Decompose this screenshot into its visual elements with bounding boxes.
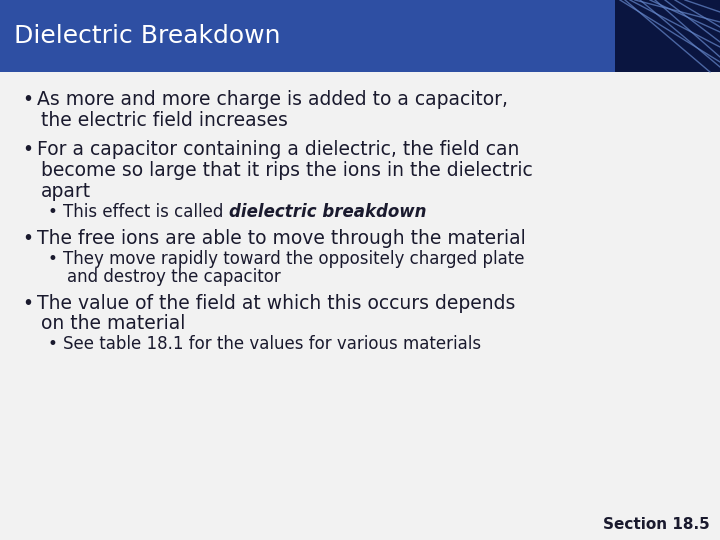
- Text: apart: apart: [41, 181, 91, 201]
- Text: •: •: [22, 294, 33, 313]
- Text: For a capacitor containing a dielectric, the field can: For a capacitor containing a dielectric,…: [37, 140, 519, 159]
- FancyBboxPatch shape: [0, 0, 720, 72]
- Text: Dielectric Breakdown: Dielectric Breakdown: [14, 24, 281, 48]
- Text: They move rapidly toward the oppositely charged plate: They move rapidly toward the oppositely …: [63, 249, 524, 267]
- Text: and destroy the capacitor: and destroy the capacitor: [67, 267, 281, 286]
- Text: See table 18.1 for the values for various materials: See table 18.1 for the values for variou…: [63, 335, 481, 353]
- Text: •: •: [22, 228, 33, 248]
- Text: The value of the field at which this occurs depends: The value of the field at which this occ…: [37, 294, 516, 313]
- Text: become so large that it rips the ions in the dielectric: become so large that it rips the ions in…: [41, 161, 533, 180]
- Text: This effect is called: This effect is called: [63, 202, 229, 221]
- Text: •: •: [48, 335, 58, 353]
- Text: dielectric breakdown: dielectric breakdown: [229, 202, 426, 221]
- Text: on the material: on the material: [41, 314, 185, 334]
- Text: Section 18.5: Section 18.5: [603, 517, 710, 532]
- Text: The free ions are able to move through the material: The free ions are able to move through t…: [37, 228, 526, 248]
- Text: •: •: [22, 140, 33, 159]
- Text: •: •: [48, 202, 58, 221]
- Text: As more and more charge is added to a capacitor,: As more and more charge is added to a ca…: [37, 90, 508, 109]
- Text: •: •: [22, 90, 33, 109]
- Text: the electric field increases: the electric field increases: [41, 111, 288, 130]
- Text: •: •: [48, 249, 58, 267]
- FancyBboxPatch shape: [0, 72, 720, 540]
- FancyBboxPatch shape: [615, 0, 720, 72]
